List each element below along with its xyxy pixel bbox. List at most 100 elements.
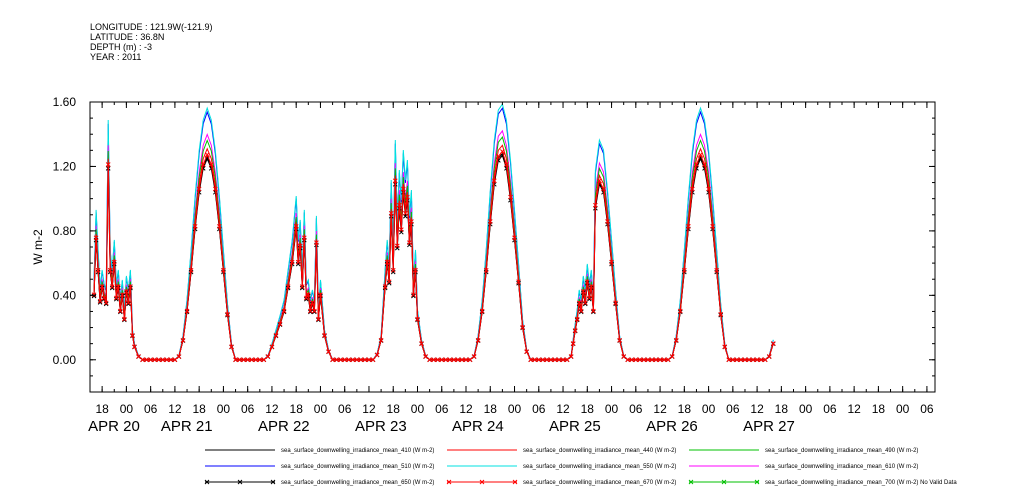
data-point-marker [710, 223, 715, 229]
data-point-marker [378, 337, 384, 343]
data-point-marker [164, 357, 170, 363]
y-tick-label: 0.40 [53, 288, 77, 302]
x-axis: 18 00 06 12 18 00 06 12 18 00 06 12 18 00 06 12 18 00 06 12… [88, 102, 934, 435]
x-tick-label: 18 [192, 402, 206, 416]
data-point-marker [586, 295, 592, 301]
data-point-marker [152, 357, 158, 363]
data-point-marker [649, 357, 655, 363]
data-point-marker [285, 284, 291, 289]
data-point-marker [500, 149, 505, 154]
x-tick-label: 06 [338, 402, 352, 416]
x-tick-label: 18 [484, 402, 498, 416]
data-point-marker [574, 316, 580, 322]
data-point-marker [265, 354, 271, 359]
data-point-marker [172, 357, 178, 363]
x-tick-label: 12 [459, 402, 473, 416]
data-point-marker [113, 295, 119, 301]
data-point-marker [568, 354, 574, 359]
data-point-marker [91, 293, 97, 299]
data-point-marker [225, 311, 230, 317]
series-line [93, 136, 774, 361]
data-point-marker [200, 162, 206, 167]
data-point-marker [289, 259, 295, 265]
data-point-marker [714, 267, 720, 273]
data-point-marker [103, 301, 109, 307]
data-point-marker [407, 240, 412, 245]
data-point-marker [560, 357, 566, 363]
legend-label: sea_surface_downwelling_irradiance_mean_… [281, 448, 434, 454]
x-tick-label: 18 [581, 402, 595, 416]
data-point-marker [126, 300, 131, 306]
y-tick-label: 0.00 [53, 353, 77, 367]
data-point-marker [314, 240, 319, 245]
data-point-marker [350, 357, 356, 363]
data-point-marker [524, 349, 530, 354]
data-point-marker [305, 292, 311, 298]
data-point-marker [221, 267, 226, 273]
data-point-marker [427, 357, 432, 363]
data-point-marker [750, 357, 756, 363]
x-tick-label: 18 [678, 402, 692, 416]
data-point-marker [570, 341, 576, 346]
x-tick-label: 12 [847, 402, 861, 416]
data-point-marker [245, 357, 251, 363]
data-point-marker [101, 295, 107, 301]
data-point-marker [669, 354, 675, 359]
legend-marker [446, 479, 452, 485]
data-point-marker [122, 316, 127, 322]
data-point-marker [451, 357, 457, 363]
data-point-marker [208, 162, 214, 167]
legend-label: sea_surface_downwelling_irradiance_mean_… [281, 480, 434, 486]
data-point-marker [528, 357, 534, 363]
data-point-marker [196, 186, 202, 192]
data-point-marker [582, 301, 588, 307]
data-point-marker [516, 279, 521, 285]
data-point-marker [487, 219, 493, 224]
data-point-marker [536, 357, 542, 363]
data-point-marker [374, 352, 380, 358]
data-point-marker [281, 308, 287, 314]
data-point-marker [97, 298, 103, 304]
x-date-label: APR 20 [88, 418, 140, 435]
data-point-marker [122, 317, 127, 323]
data-point-marker [390, 267, 396, 273]
y-tick-label: 1.20 [53, 159, 77, 173]
legend-label: sea_surface_downwelling_irradiance_mean_… [523, 448, 676, 454]
x-date-label: APR 26 [646, 418, 698, 435]
x-tick-label: 12 [265, 402, 279, 416]
data-point-marker [483, 267, 489, 273]
data-point-marker [403, 210, 408, 216]
data-point-marker [249, 357, 255, 363]
series-markers [91, 153, 776, 363]
data-point-marker [299, 284, 305, 289]
legend-entry: sea_surface_downwelling_irradiance_mean_… [205, 448, 434, 454]
x-tick-label: 12 [362, 402, 376, 416]
x-date-label: APR 25 [549, 418, 601, 435]
data-point-marker [754, 357, 760, 363]
data-point-marker [665, 357, 671, 363]
data-point-marker [390, 269, 396, 275]
data-point-marker [576, 300, 582, 306]
data-point-marker [257, 357, 263, 363]
data-point-marker [303, 295, 309, 301]
data-point-marker [629, 357, 635, 363]
data-point-marker [322, 333, 327, 338]
x-date-label: APR 24 [452, 418, 504, 435]
data-point-marker [479, 308, 485, 314]
data-point-marker [277, 321, 283, 327]
data-point-marker [130, 333, 135, 338]
data-point-marker [148, 357, 153, 363]
x-tick-label: 00 [799, 402, 813, 416]
data-point-marker [609, 259, 614, 265]
data-point-marker [144, 357, 149, 363]
data-point-marker [107, 267, 113, 273]
legend-label: sea_surface_downwelling_irradiance_mean_… [523, 480, 676, 486]
data-point-marker [253, 357, 259, 363]
x-tick-label: 00 [605, 402, 619, 416]
y-tick-label: 1.60 [53, 95, 77, 109]
x-tick-label: 12 [653, 402, 667, 416]
x-date-label: APR 23 [355, 418, 407, 435]
data-point-marker [293, 223, 299, 229]
data-point-marker [117, 309, 123, 315]
